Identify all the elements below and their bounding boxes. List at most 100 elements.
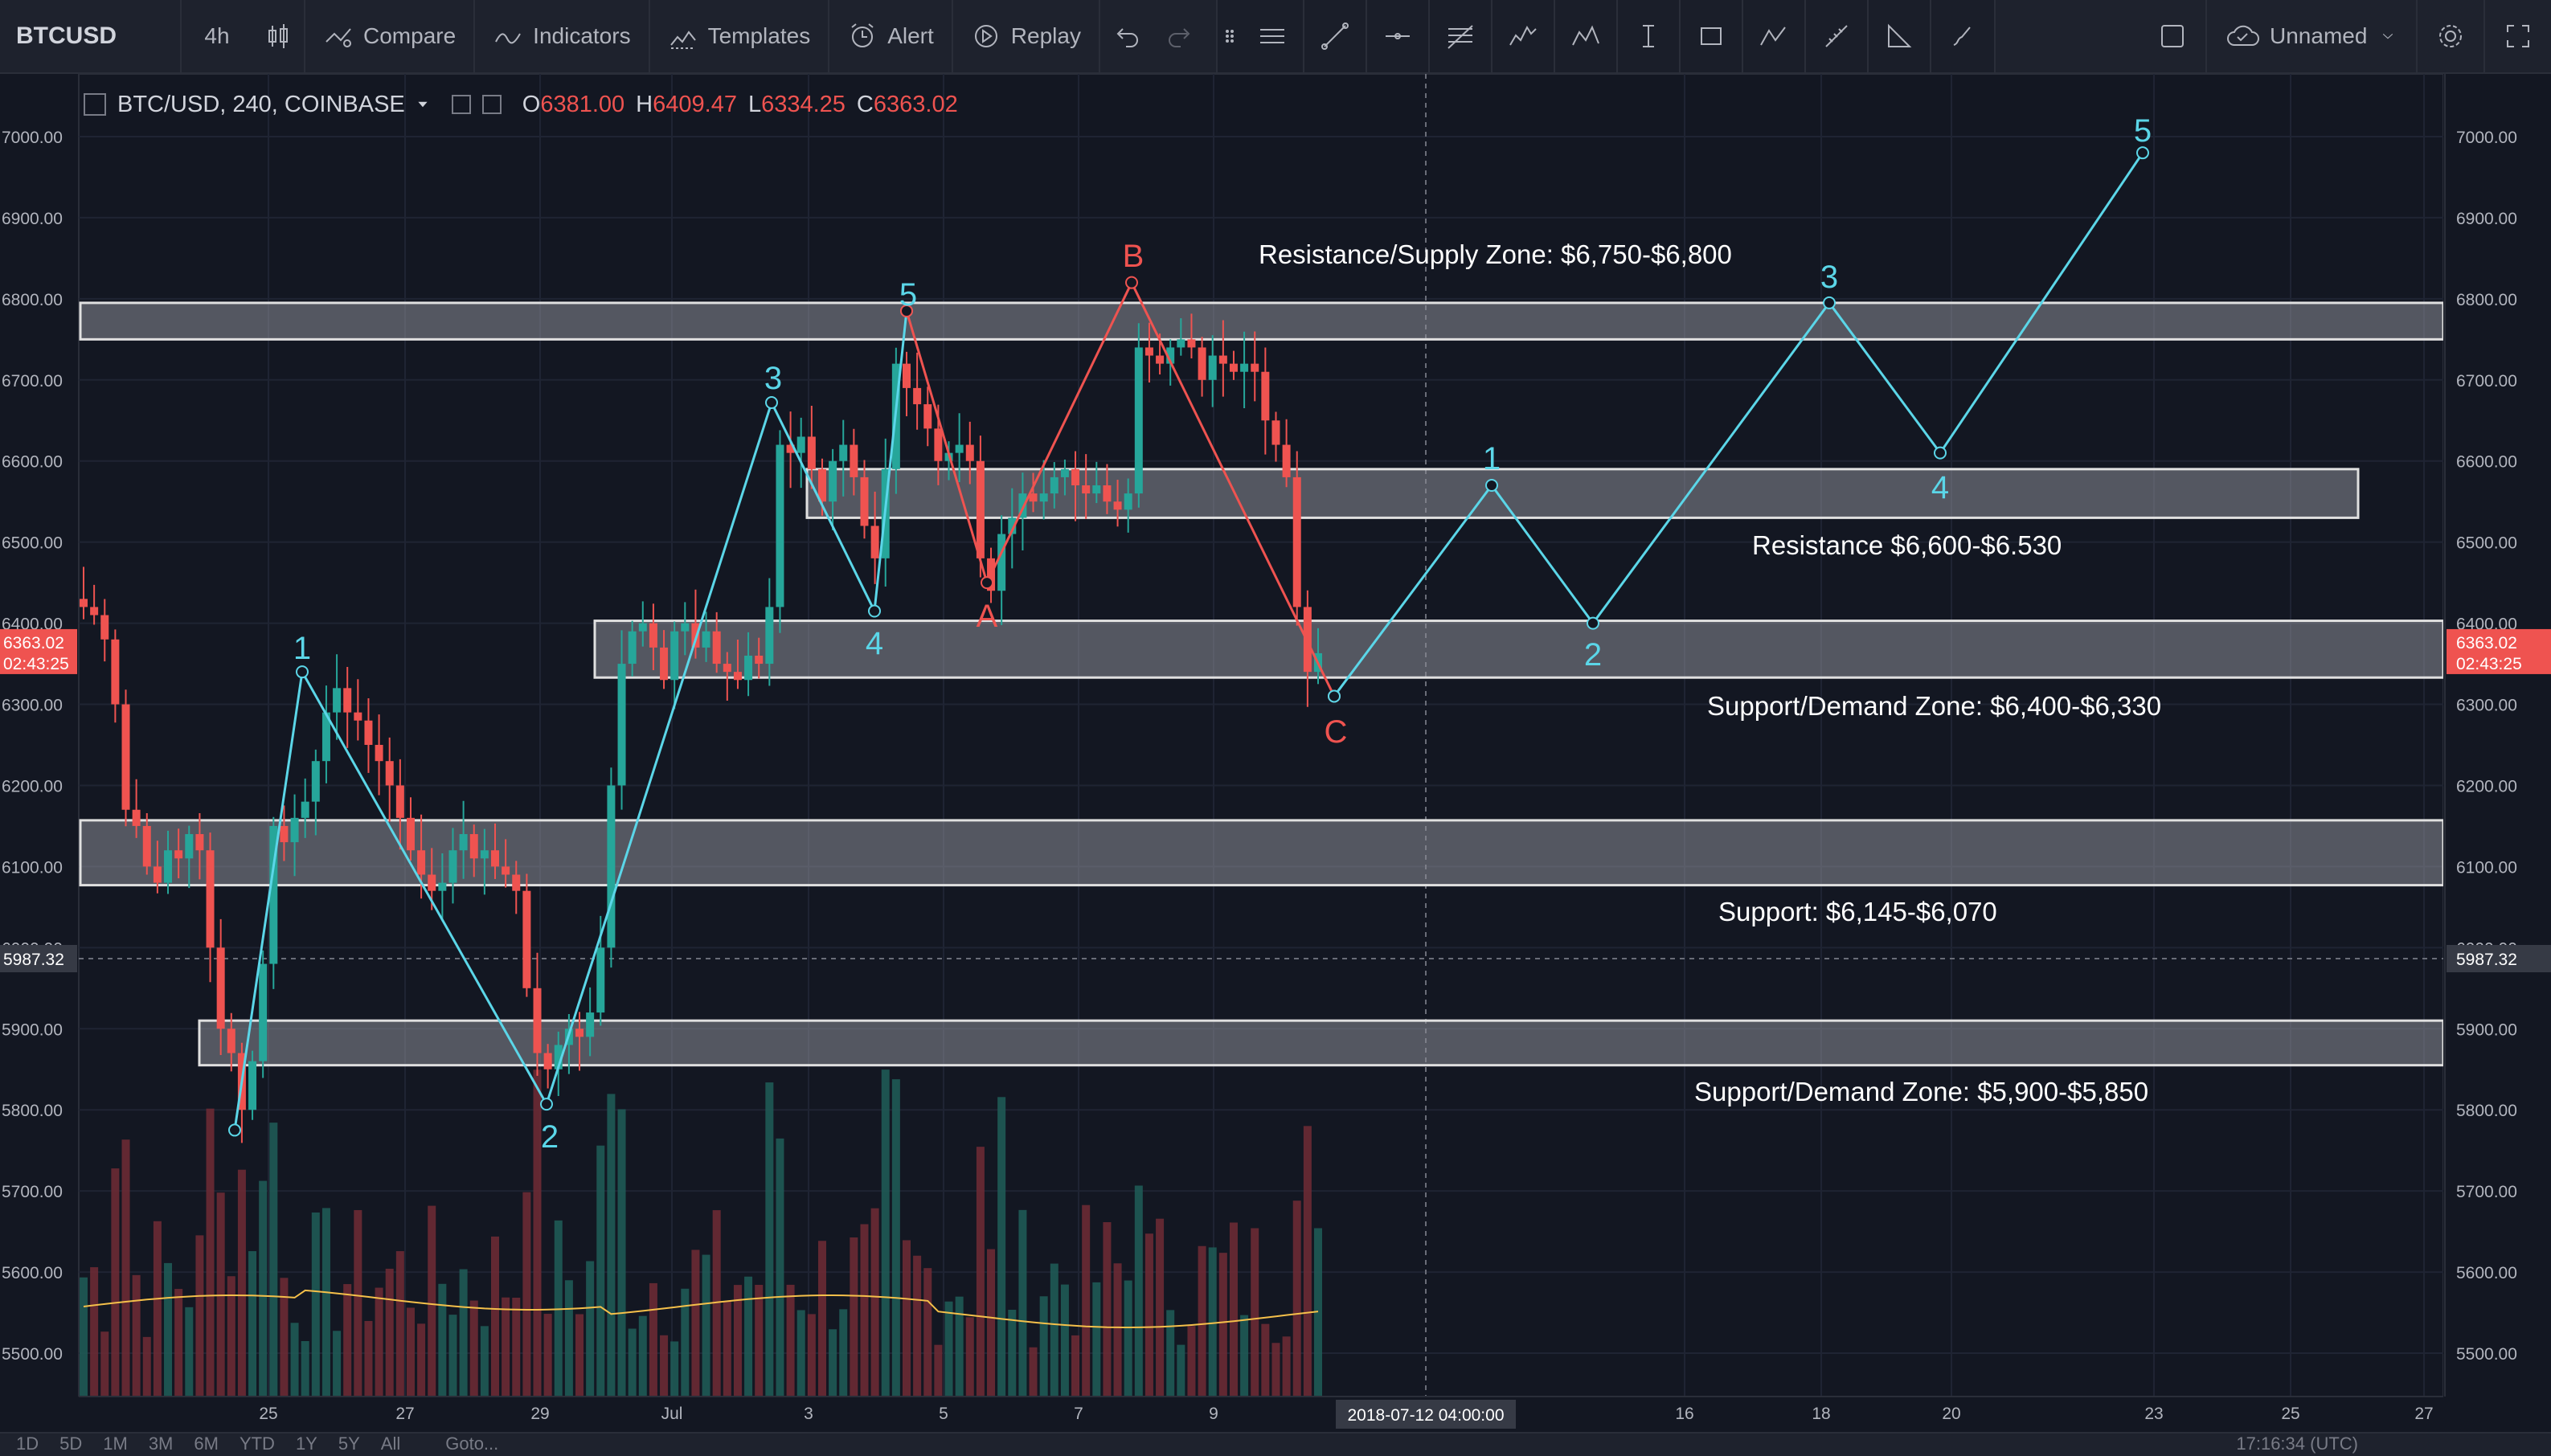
candle-body bbox=[385, 761, 394, 786]
range-button-1y[interactable]: 1Y bbox=[295, 1434, 317, 1454]
candle-body bbox=[596, 947, 605, 1013]
time-tick-label: 25 bbox=[2281, 1405, 2299, 1423]
redo-button[interactable] bbox=[1153, 0, 1206, 72]
price-tick-label-left: 5600.00 bbox=[2, 1264, 63, 1282]
volume-bar bbox=[1198, 1245, 1206, 1397]
corrective-wave-abc bbox=[905, 280, 1336, 697]
volume-bar bbox=[80, 1277, 88, 1397]
range-button-1m[interactable]: 1M bbox=[103, 1434, 128, 1454]
volume-bar bbox=[817, 1241, 826, 1397]
volume-bar bbox=[206, 1108, 215, 1397]
indicators-label: Indicators bbox=[533, 23, 631, 48]
candle-body bbox=[1124, 493, 1132, 510]
volume-bar bbox=[385, 1268, 394, 1397]
abcd-pattern-icon bbox=[1760, 27, 1786, 46]
volume-moving-average bbox=[83, 1289, 1319, 1329]
symbol-search[interactable]: BTCUSD bbox=[16, 22, 117, 49]
zone-rectangle bbox=[198, 1019, 2445, 1067]
drag-handle[interactable] bbox=[1218, 0, 1242, 72]
range-button-ytd[interactable]: YTD bbox=[239, 1434, 275, 1454]
impulse-wave-primary-node bbox=[765, 396, 778, 410]
timeframe-button[interactable]: 4h bbox=[204, 23, 230, 48]
wave-label-A: A bbox=[977, 599, 998, 634]
tool-brush[interactable] bbox=[1931, 0, 1994, 72]
indicators-button[interactable]: Indicators bbox=[475, 0, 648, 72]
candle-body bbox=[290, 817, 299, 843]
volume-bar bbox=[1008, 1309, 1017, 1397]
volume-bar bbox=[965, 1317, 974, 1397]
tool-menu[interactable] bbox=[1242, 0, 1304, 72]
candle-body bbox=[1039, 493, 1048, 502]
price-tick-label: 5900.00 bbox=[2456, 1020, 2517, 1039]
candle-body bbox=[1251, 363, 1259, 372]
collapse-legend-icon[interactable] bbox=[84, 93, 106, 116]
goto-button[interactable]: Goto... bbox=[445, 1434, 499, 1454]
range-button-5y[interactable]: 5Y bbox=[338, 1434, 360, 1454]
candle-body bbox=[280, 825, 289, 843]
tool-triangle[interactable] bbox=[1869, 0, 1931, 72]
time-tick-label: 7 bbox=[1074, 1405, 1083, 1423]
candle-body bbox=[174, 850, 183, 859]
tool-horizontal-line[interactable] bbox=[1367, 0, 1430, 72]
volume-bar bbox=[1124, 1280, 1132, 1397]
candle-body bbox=[375, 745, 383, 762]
tool-rectangle[interactable] bbox=[1681, 0, 1743, 72]
range-buttons[interactable]: 1D 5D 1M 3M 6M YTD 1Y 5Y All bbox=[16, 1434, 421, 1454]
layout-menu-button[interactable]: Unnamed bbox=[2207, 0, 2416, 72]
candle-body bbox=[459, 834, 468, 851]
candle-body bbox=[354, 712, 362, 721]
range-button-6m[interactable]: 6M bbox=[194, 1434, 219, 1454]
alert-button[interactable]: Alert bbox=[829, 0, 952, 72]
candle-body bbox=[164, 850, 173, 883]
expand-button[interactable] bbox=[2485, 0, 2551, 72]
wave-label-C: C bbox=[1325, 714, 1348, 750]
legend-symbol-title[interactable]: BTC/USD, 240, COINBASE bbox=[117, 91, 405, 117]
replay-button[interactable]: Replay bbox=[953, 0, 1099, 72]
tool-text[interactable] bbox=[1618, 0, 1681, 72]
toolbar-divider bbox=[1098, 0, 1100, 72]
tool-abcd[interactable] bbox=[1743, 0, 1806, 72]
triangle-icon bbox=[1887, 23, 1912, 47]
range-button-all[interactable]: All bbox=[380, 1434, 401, 1454]
price-tick-label: 6500.00 bbox=[2456, 534, 2517, 553]
volume-bar bbox=[1166, 1310, 1175, 1397]
caret-down-icon[interactable] bbox=[416, 98, 429, 111]
tool-elliott-impulse[interactable] bbox=[1493, 0, 1555, 72]
zone-label: Support/Demand Zone: $5,900-$5,850 bbox=[1694, 1077, 2148, 1106]
candle-body bbox=[1240, 363, 1249, 372]
candle-body bbox=[395, 785, 404, 818]
volume-bar bbox=[502, 1297, 510, 1397]
price-tick-label-left: 6300.00 bbox=[2, 697, 63, 715]
fullscreen-toggle[interactable] bbox=[2139, 0, 2205, 72]
hide-series-icon[interactable] bbox=[451, 95, 471, 114]
volume-bar bbox=[543, 1314, 552, 1397]
templates-button[interactable]: Templates bbox=[650, 0, 829, 72]
redo-icon bbox=[1169, 28, 1190, 47]
price-axis[interactable]: 7000.00 7000.00 6900.00 6900.00 6800.00 6800.… bbox=[0, 74, 2551, 1397]
series-settings-icon[interactable] bbox=[481, 95, 502, 114]
chart-type-button[interactable] bbox=[252, 0, 304, 72]
tool-trend-line[interactable] bbox=[1304, 0, 1367, 72]
compare-button[interactable]: Compare bbox=[305, 0, 473, 72]
tool-elliott-abc[interactable] bbox=[1555, 0, 1618, 72]
undo-button[interactable] bbox=[1100, 0, 1153, 72]
candle-body bbox=[333, 688, 342, 713]
tool-pitchfork[interactable] bbox=[1430, 0, 1493, 72]
time-axis[interactable]: 25 27 29 Jul 3 5 7 9 16 18 20 23 25 27 2018-07-12 04:0… bbox=[0, 1396, 2551, 1432]
price-tick-label: 5500.00 bbox=[2456, 1345, 2517, 1364]
candle-body bbox=[702, 631, 710, 648]
range-button-3m[interactable]: 3M bbox=[148, 1434, 174, 1454]
range-button-5d[interactable]: 5D bbox=[59, 1434, 83, 1454]
tool-ruler[interactable] bbox=[1806, 0, 1869, 72]
volume-bar bbox=[259, 1180, 268, 1397]
toolbar-divider bbox=[2483, 0, 2485, 72]
volume-bar bbox=[870, 1208, 879, 1397]
zone-label: Support: $6,145-$6,070 bbox=[1718, 897, 1997, 926]
settings-button[interactable] bbox=[2418, 0, 2483, 72]
candle-body bbox=[1103, 485, 1112, 502]
volume-bar bbox=[786, 1284, 795, 1397]
elliott-waves[interactable] bbox=[228, 146, 2149, 1137]
volume-bar bbox=[903, 1240, 911, 1397]
range-button-1d[interactable]: 1D bbox=[16, 1434, 39, 1454]
